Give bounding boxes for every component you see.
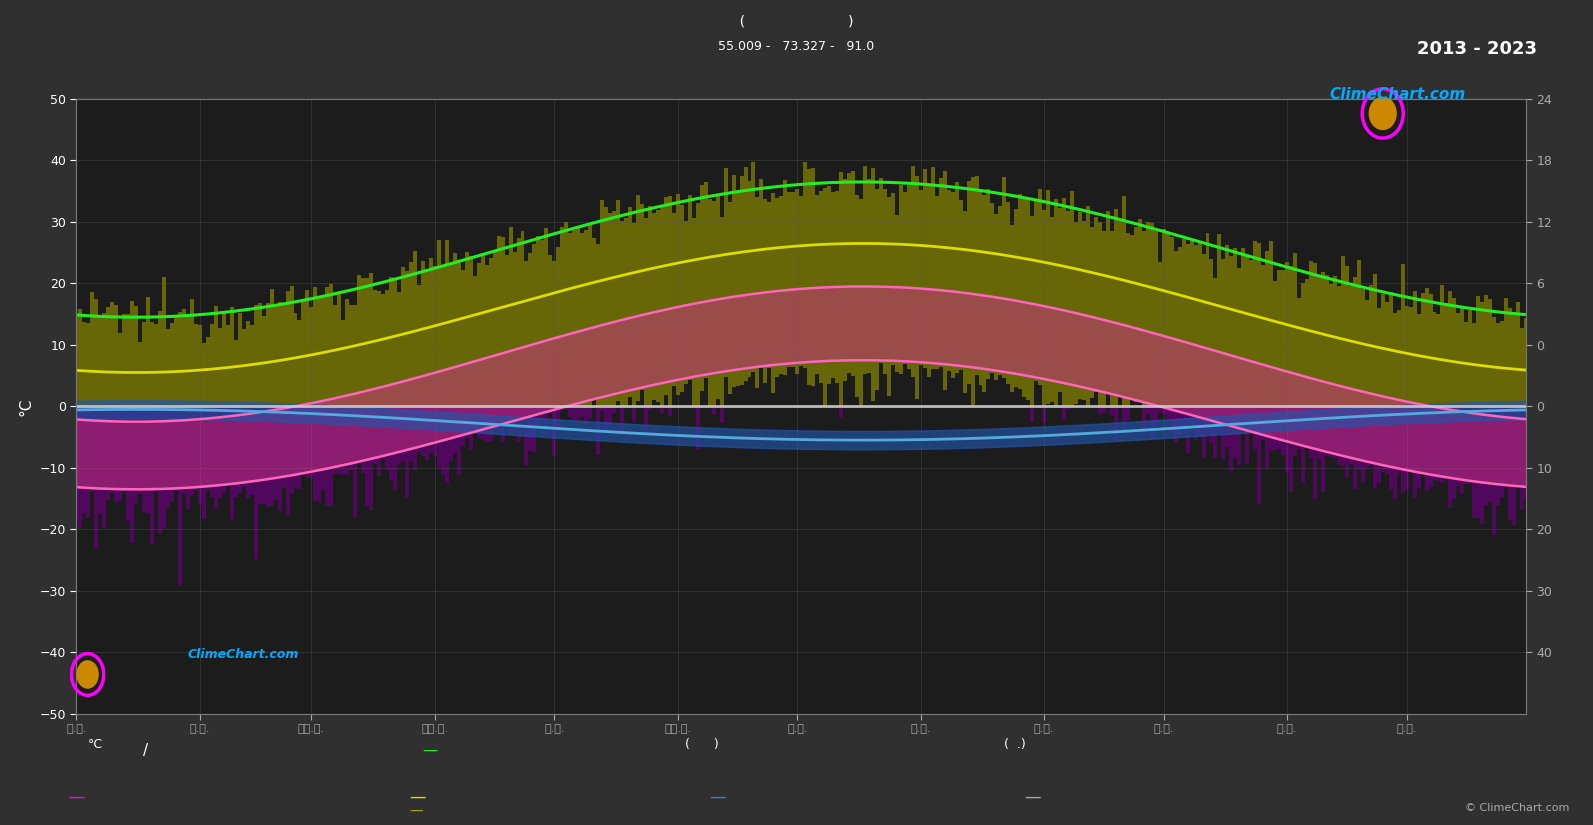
Text: ClimeChart.com: ClimeChart.com <box>188 648 299 661</box>
Text: /: / <box>143 742 148 757</box>
Y-axis label: °C: °C <box>19 397 33 416</box>
Text: —: — <box>1024 788 1040 806</box>
Text: —: — <box>409 804 424 818</box>
Text: © ClimeChart.com: © ClimeChart.com <box>1464 803 1569 813</box>
Text: °C: °C <box>88 738 102 752</box>
Circle shape <box>76 661 99 688</box>
Text: —: — <box>709 788 725 806</box>
Text: ClimeChart.com: ClimeChart.com <box>1329 87 1466 101</box>
Text: (  .): ( .) <box>1004 738 1026 752</box>
Text: (            ): ( ) <box>738 14 855 28</box>
Text: —: — <box>409 788 425 806</box>
Text: (      ): ( ) <box>685 738 718 752</box>
Text: —: — <box>68 788 84 806</box>
Text: —: — <box>422 742 438 757</box>
Text: 55.009 -   73.327 -   91.0: 55.009 - 73.327 - 91.0 <box>718 40 875 53</box>
Text: 2013 - 2023: 2013 - 2023 <box>1418 40 1537 58</box>
Circle shape <box>1370 97 1395 130</box>
